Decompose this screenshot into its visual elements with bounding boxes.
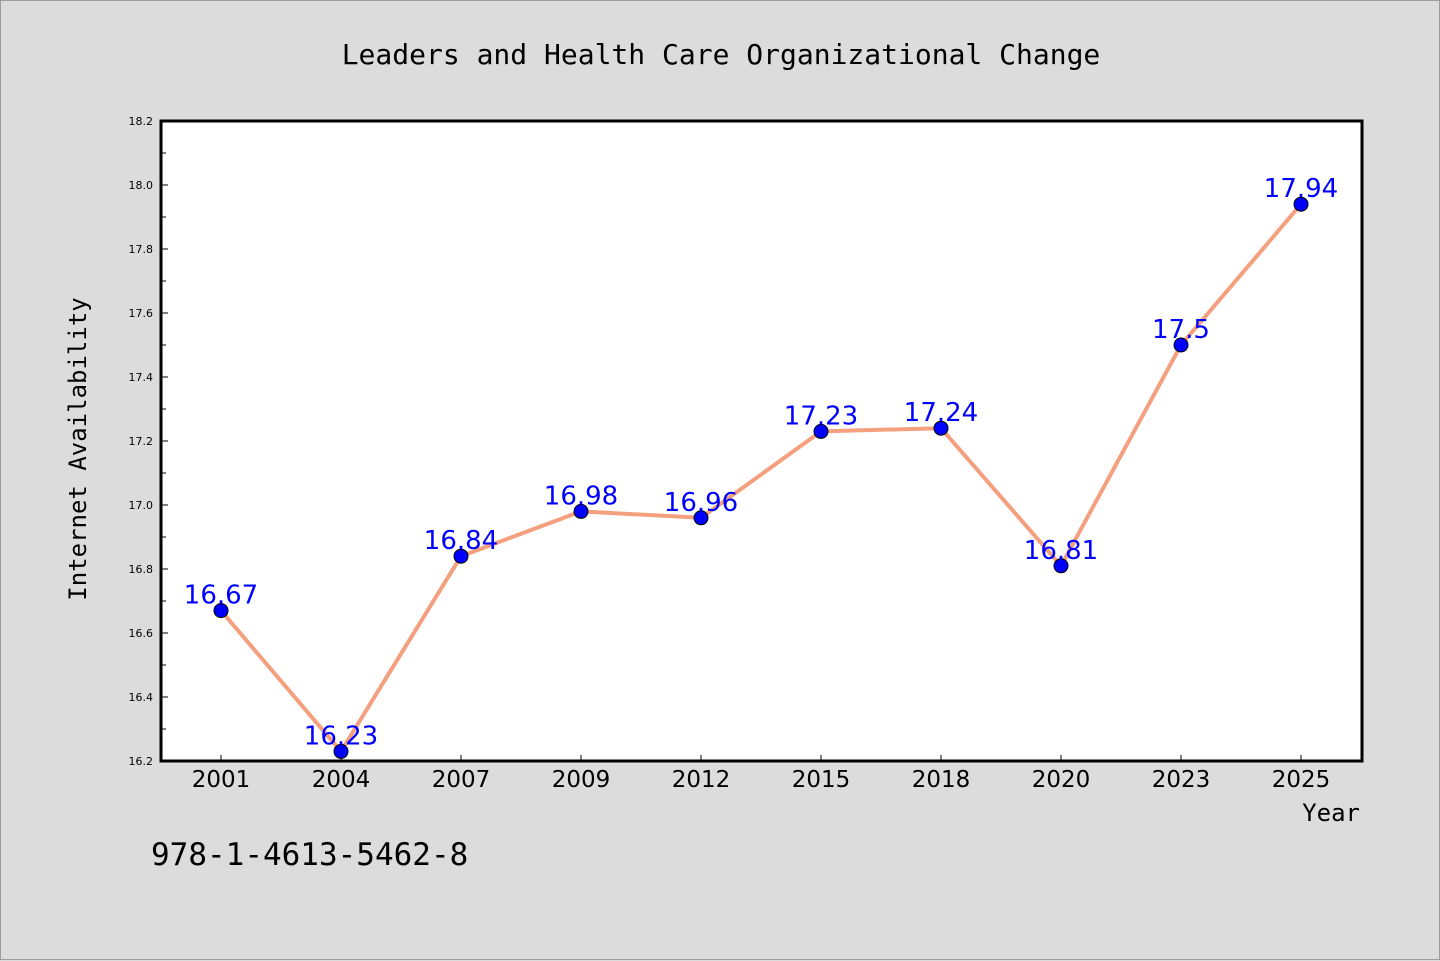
y-tick-label: 16.8 [129, 563, 154, 576]
data-point [213, 603, 229, 619]
x-tick-label: 2001 [192, 767, 251, 793]
x-tick-label: 2018 [912, 767, 971, 793]
data-labels: 16.67 16.23 16.84 16.98 16.96 17.23 17.24 16.81… [184, 174, 1338, 751]
y-tick-label: 17.4 [129, 371, 154, 384]
y-tick-label: 16.2 [129, 755, 154, 768]
x-tick-label: 2012 [672, 767, 731, 793]
y-tick-label: 17.8 [129, 243, 154, 256]
y-tick-label: 18.2 [129, 115, 154, 128]
data-point [693, 510, 709, 526]
isbn-text: 978-1-4613-5462-8 [151, 837, 468, 873]
x-tick-label: 2009 [552, 767, 611, 793]
series-line [219, 202, 1303, 754]
data-label: 17.23 [784, 401, 858, 431]
data-label: 16.96 [664, 488, 738, 518]
x-tick-label: 2004 [312, 767, 371, 793]
y-tick-label: 18.0 [129, 179, 154, 192]
data-label: 17.94 [1264, 174, 1338, 204]
x-axis: 2001 2004 2007 2009 2012 2015 2018 2020 2023 2025 [192, 755, 1331, 793]
data-label: 16.23 [304, 721, 378, 751]
data-label: 17.5 [1152, 315, 1210, 345]
y-tick-label: 17.6 [129, 307, 154, 320]
y-tick-label: 17.0 [129, 499, 154, 512]
data-label: 16.67 [184, 581, 258, 611]
data-label: 16.98 [544, 481, 618, 511]
y-tick-label: 16.4 [129, 691, 154, 704]
y-axis: 16.2 16.4 16.6 16.8 17.0 17.2 17.4 17.6 17.8 18.0… [129, 115, 168, 768]
data-point [813, 423, 829, 439]
data-point [1293, 196, 1309, 212]
x-axis-label: Year [1302, 799, 1360, 827]
data-label: 17.24 [904, 398, 978, 428]
plot-area [159, 119, 1364, 763]
y-axis-label: Internet Availability [64, 297, 92, 600]
data-point [1173, 337, 1189, 353]
data-label: 16.84 [424, 526, 498, 556]
data-label: 16.81 [1024, 536, 1098, 566]
x-tick-label: 2023 [1152, 767, 1211, 793]
data-markers [213, 196, 1309, 759]
data-point [933, 420, 949, 436]
x-tick-label: 2025 [1272, 767, 1331, 793]
y-tick-label: 16.6 [129, 627, 154, 640]
y-tick-label: 17.2 [129, 435, 154, 448]
data-point [333, 743, 349, 759]
x-tick-label: 2020 [1032, 767, 1091, 793]
data-point [453, 548, 469, 564]
data-point [1053, 558, 1069, 574]
chart-title: Leaders and Health Care Organizational C… [342, 38, 1101, 71]
x-tick-label: 2015 [792, 767, 851, 793]
data-point [573, 503, 589, 519]
x-tick-label: 2007 [432, 767, 491, 793]
